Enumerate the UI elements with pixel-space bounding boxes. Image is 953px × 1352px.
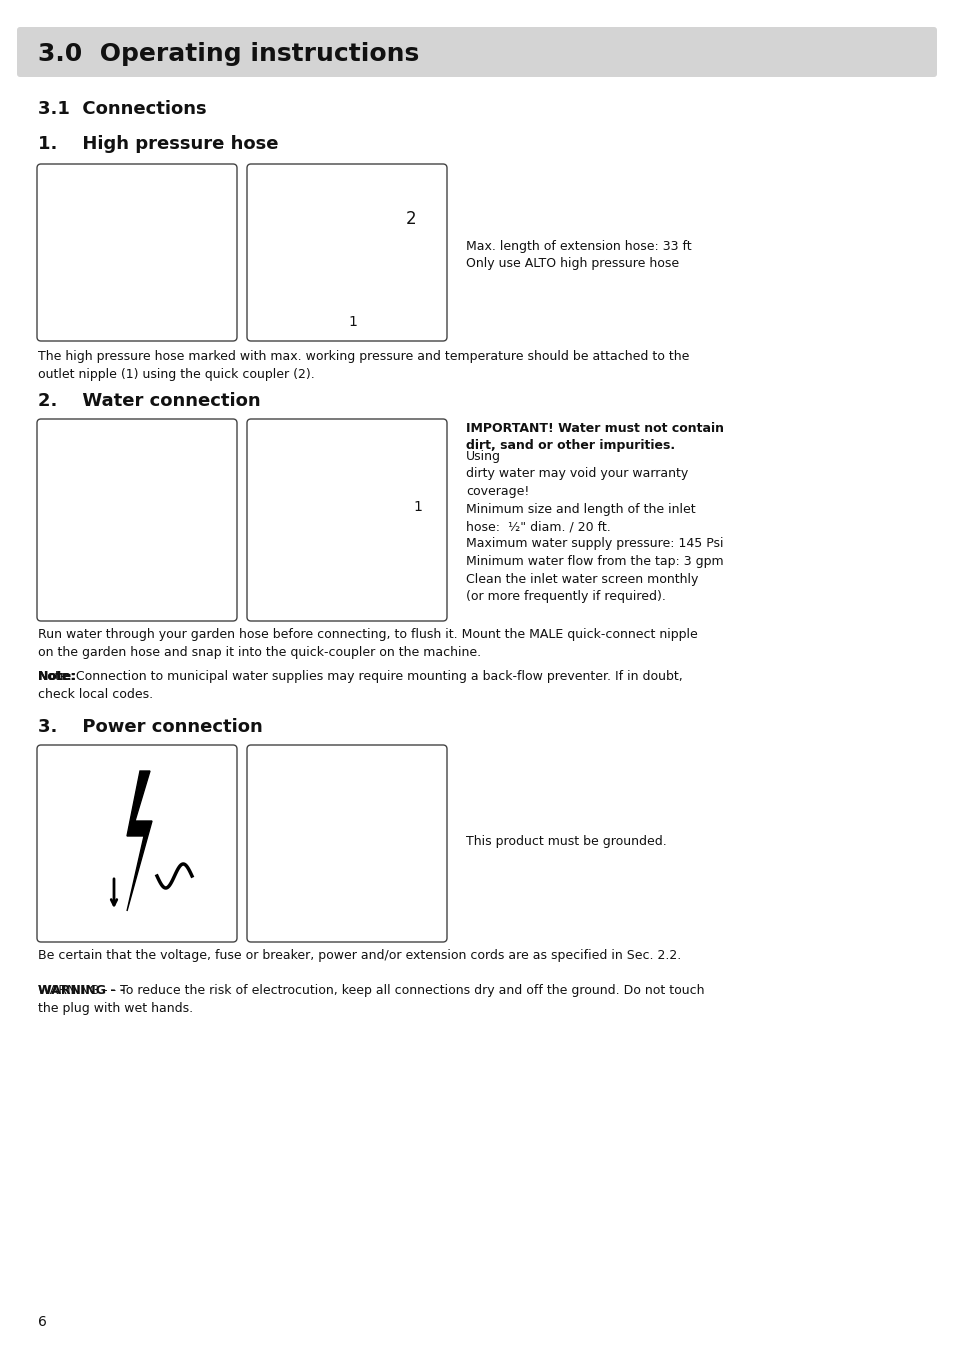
Text: Note:: Note: [38, 671, 81, 683]
Text: 2: 2 [406, 210, 416, 228]
Text: Max. length of extension hose: 33 ft: Max. length of extension hose: 33 ft [465, 241, 691, 253]
Text: 3.0  Operating instructions: 3.0 Operating instructions [38, 42, 418, 66]
FancyBboxPatch shape [17, 27, 936, 77]
Text: 2.    Water connection: 2. Water connection [38, 392, 260, 410]
Text: Note: Connection to municipal water supplies may require mounting a back-flow pr: Note: Connection to municipal water supp… [38, 671, 682, 700]
FancyBboxPatch shape [37, 745, 236, 942]
FancyBboxPatch shape [37, 419, 236, 621]
Text: 1: 1 [348, 315, 356, 329]
FancyBboxPatch shape [37, 164, 236, 341]
Text: 6: 6 [38, 1315, 47, 1329]
Text: This product must be grounded.: This product must be grounded. [465, 836, 666, 849]
Text: 3.1  Connections: 3.1 Connections [38, 100, 207, 118]
Text: 1.    High pressure hose: 1. High pressure hose [38, 135, 278, 153]
Text: IMPORTANT! Water must not contain
dirt, sand or other impurities.: IMPORTANT! Water must not contain dirt, … [465, 422, 723, 452]
Text: WARNING - -: WARNING - - [38, 984, 125, 996]
Text: Note:: Note: [38, 671, 76, 683]
Text: Using
dirty water may void your warranty
coverage!
Minimum size and length of th: Using dirty water may void your warranty… [465, 450, 723, 603]
Polygon shape [127, 771, 152, 911]
Text: Be certain that the voltage, fuse or breaker, power and/or extension cords are a: Be certain that the voltage, fuse or bre… [38, 949, 680, 963]
FancyBboxPatch shape [247, 419, 447, 621]
Text: Run water through your garden hose before connecting, to flush it. Mount the MAL: Run water through your garden hose befor… [38, 627, 697, 658]
FancyBboxPatch shape [247, 164, 447, 341]
Text: 1: 1 [413, 500, 421, 514]
Text: Only use ALTO high pressure hose: Only use ALTO high pressure hose [465, 257, 679, 270]
FancyBboxPatch shape [247, 745, 447, 942]
Text: The high pressure hose marked with max. working pressure and temperature should : The high pressure hose marked with max. … [38, 350, 689, 381]
Text: WARNING - - To reduce the risk of electrocution, keep all connections dry and of: WARNING - - To reduce the risk of electr… [38, 984, 703, 1015]
Text: 3.    Power connection: 3. Power connection [38, 718, 262, 735]
